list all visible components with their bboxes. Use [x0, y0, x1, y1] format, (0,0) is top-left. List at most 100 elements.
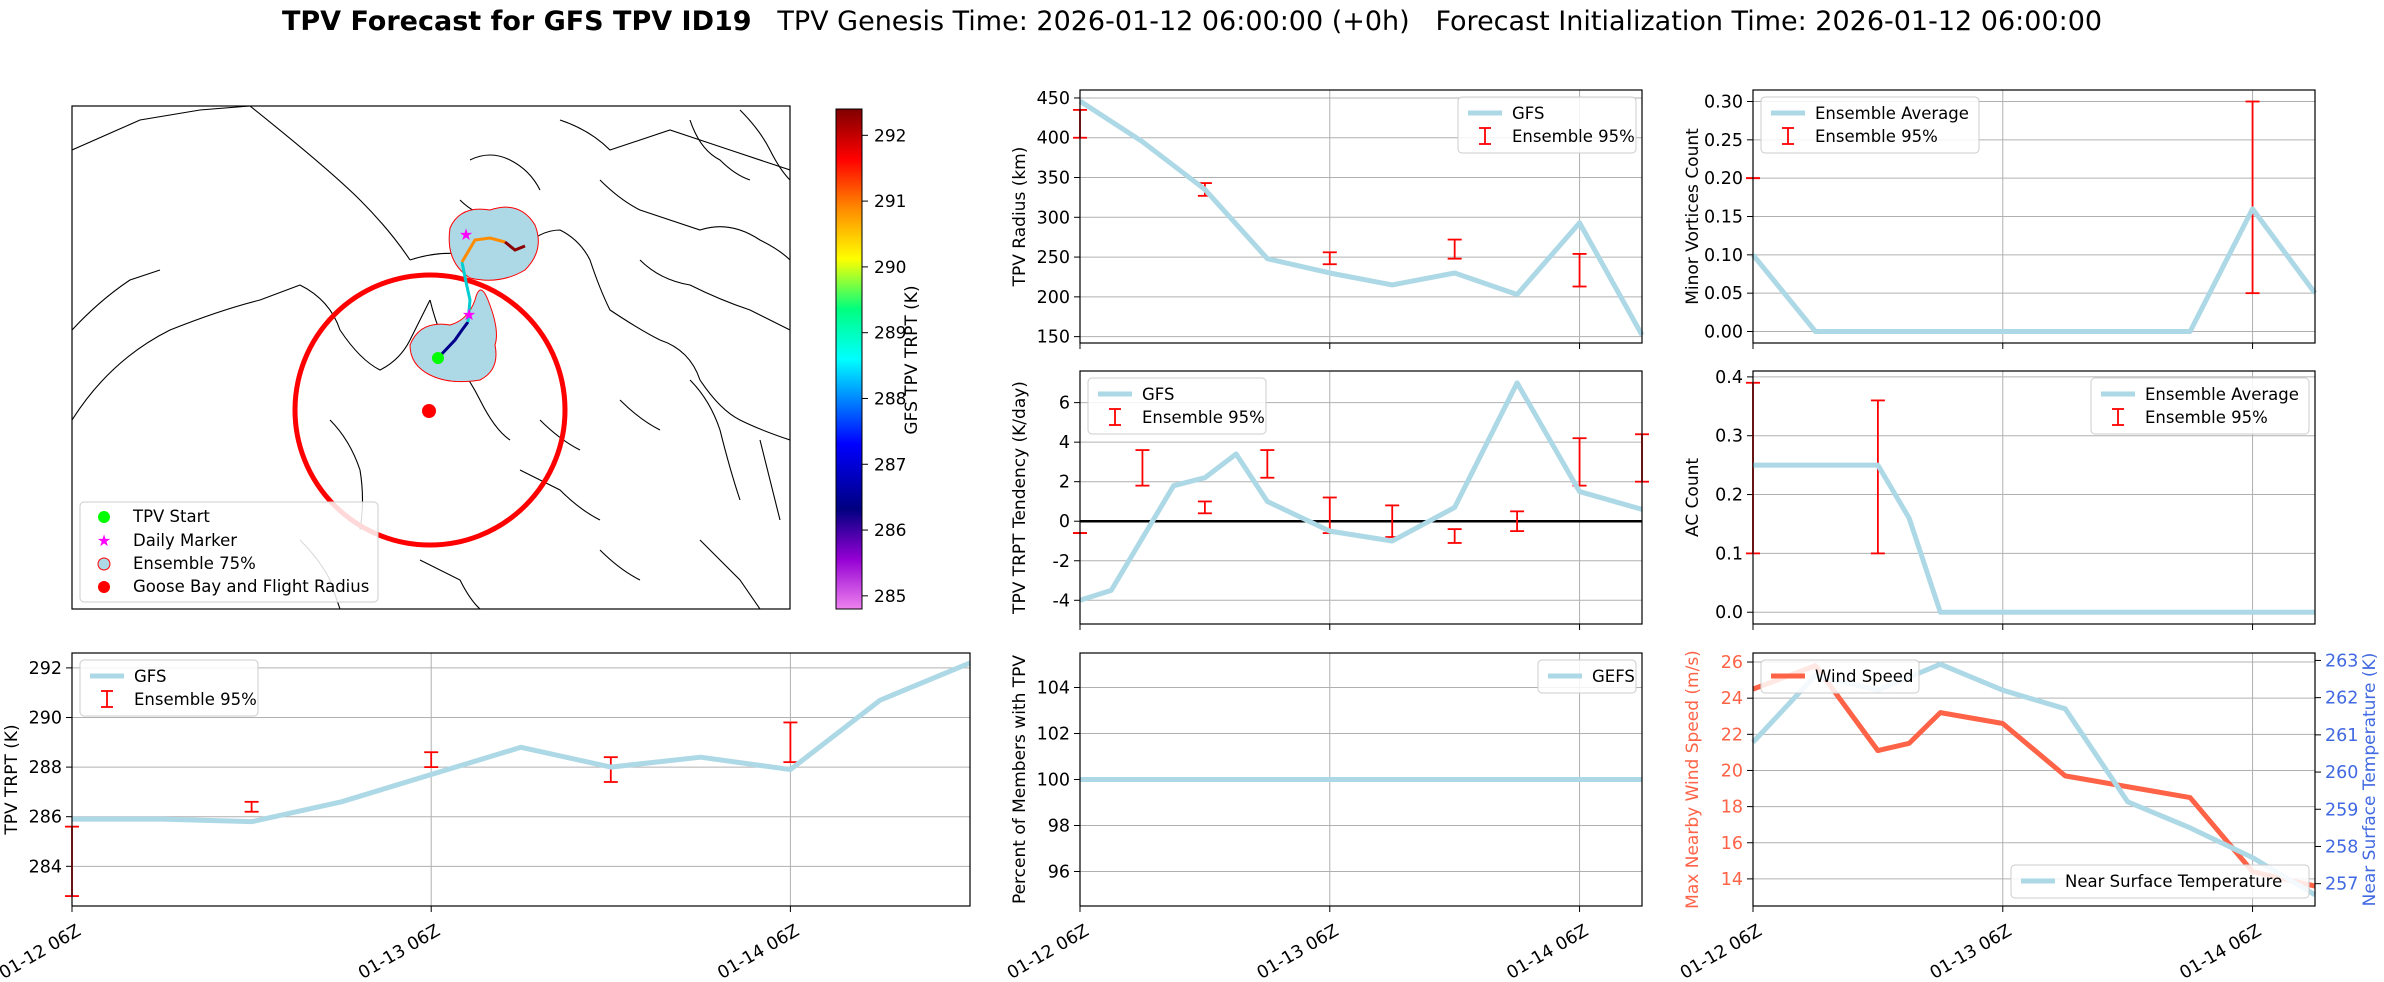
y-tick-label: 450 — [1037, 89, 1070, 109]
legend-daily-icon: ★ — [97, 531, 111, 550]
y-tick-label: -4 — [1053, 591, 1070, 611]
legend-box — [79, 659, 259, 717]
legend-label: Near Surface Temperature — [2065, 872, 2282, 891]
daily-marker-2: ★ — [459, 225, 473, 244]
chart-legend: GFS Ensemble 95% — [79, 659, 259, 717]
x-tick-label: 01-13 06Z — [1254, 921, 1343, 982]
chart-radius: 150 200 250 300 350 400 450 TPV Radius (km) GFS E… — [1010, 89, 1645, 349]
y-tick-label: 0.10 — [1704, 246, 1743, 266]
legend-label: Ensemble Average — [1815, 104, 1969, 123]
x-tick-label: 01-12 06Z — [1677, 921, 1766, 982]
x-tick-label: 01-13 06Z — [1927, 921, 2016, 982]
x-tick-label: 01-14 06Z — [2177, 921, 2266, 982]
y-tick-label: 18 — [1721, 798, 1743, 818]
y-tick-label: 350 — [1037, 169, 1070, 189]
y-axis-label: Max Nearby Wind Speed (m/s) — [1683, 650, 1703, 909]
y-tick-label: 104 — [1037, 679, 1070, 699]
y-tick-label: 0.05 — [1704, 284, 1743, 304]
chart-members: 96 98 100 102 104 01-12 06Z 01-13 06Z 01-14 06Z… — [1004, 652, 1643, 982]
y-tick-label: 292 — [29, 659, 62, 679]
y-tick-label: -2 — [1053, 552, 1070, 572]
y-tick-label: 0.3 — [1715, 427, 1743, 447]
chart-legend: GFS Ensemble 95% — [1457, 96, 1637, 154]
colorbar-tick-label: 285 — [874, 587, 906, 607]
y-tick-label: 100 — [1037, 771, 1070, 791]
flight-radius-circle — [292, 272, 568, 548]
y-tick-label: 286 — [29, 808, 62, 828]
colorbar-tick-label: 287 — [874, 455, 906, 475]
series-line-0 — [72, 660, 971, 825]
y-tick-label: 0.4 — [1715, 368, 1743, 388]
map-legend-box — [79, 501, 379, 603]
tpv-track-segment-1 — [436, 321, 470, 360]
colorbar: 285 286 287 288 289 290 291 292 GFS TPV TRPT (K… — [835, 108, 922, 610]
tpv-track-segment-4 — [504, 240, 526, 252]
chart-tendency: -4 -2 0 2 4 6 TPV TRPT Tendency (K/day) GFS Ense… — [1010, 370, 1649, 630]
y-tick-label: 288 — [29, 758, 62, 778]
plot-frame — [1752, 370, 2316, 625]
y-tick-label: 0.00 — [1704, 323, 1743, 343]
legend-box — [1760, 659, 1920, 694]
map-coastlines — [72, 106, 790, 609]
x-tick-label: 01-13 06Z — [355, 921, 444, 982]
legend-box — [1087, 377, 1267, 435]
figure-title: TPV Forecast for GFS TPV ID19 TPV Genesi… — [0, 6, 2384, 37]
legend-start-icon — [98, 511, 110, 523]
legend-label: Wind Speed — [1815, 667, 1913, 686]
legend-box — [2010, 864, 2310, 899]
daily-marker-1: ★ — [462, 305, 476, 324]
y-tick-label: 26 — [1721, 653, 1743, 673]
legend-box — [1457, 96, 1637, 154]
legend-label: GFS — [1142, 385, 1174, 404]
ensemble-75-region-south — [409, 289, 497, 383]
y-tick-label: 0.0 — [1715, 603, 1743, 623]
chart-legend: Ensemble Average Ensemble 95% — [2090, 377, 2310, 435]
colorbar-tick-label: 288 — [874, 389, 906, 409]
y-axis-label: Minor Vortices Count — [1683, 128, 1703, 305]
map-panel: ★ ★ TPV Start ★ Daily Marker Ensemble 75… — [71, 105, 922, 610]
y-right-tick-label: 260 — [2325, 763, 2358, 783]
colorbar-tick-label: 291 — [874, 192, 906, 212]
y-tick-label: 4 — [1059, 433, 1070, 453]
y-axis-label: TPV TRPT Tendency (K/day) — [1010, 381, 1030, 615]
legend-label: Ensemble Average — [2145, 385, 2299, 404]
legend-label: Ensemble 95% — [1142, 408, 1265, 427]
chart-trpt: 284 286 288 290 292 01-12 06Z 01-13 06Z 01-14 0… — [0, 652, 971, 982]
chart-wind_temp: 14 16 18 20 22 24 26 01-12 06Z 01-13 06Z 01-14 06… — [1677, 650, 2380, 982]
legend-goosebay-icon — [98, 581, 110, 593]
title-bold: TPV Forecast for GFS TPV ID19 — [281, 6, 752, 37]
y-right-tick-label: 261 — [2325, 726, 2358, 746]
tpv-track-segment-2 — [460, 261, 472, 323]
y-right-tick-label: 257 — [2325, 875, 2358, 895]
y-tick-label: 400 — [1037, 129, 1070, 149]
y-tick-label: 284 — [29, 857, 62, 877]
y-right-tick-label: 263 — [2325, 651, 2358, 671]
y-tick-label: 14 — [1721, 870, 1743, 890]
plot-frame — [71, 652, 971, 907]
y-tick-label: 0.15 — [1704, 208, 1743, 228]
legend-label: Ensemble 95% — [2145, 408, 2268, 427]
title-genesis-time: TPV Genesis Time: 2026-01-12 06:00:00 (+… — [777, 6, 1410, 37]
y-tick-label: 20 — [1721, 761, 1743, 781]
legend-box — [1537, 659, 1637, 694]
plot-frame — [1079, 652, 1643, 907]
y-right-tick-label: 258 — [2325, 837, 2358, 857]
legend-ensemble-icon — [97, 557, 111, 571]
legend-ensemble-label: Ensemble 75% — [133, 554, 256, 573]
chart-legend: GEFS — [1537, 659, 1637, 694]
x-tick-label: 01-12 06Z — [1004, 921, 1093, 982]
x-tick-label: 01-12 06Z — [0, 921, 85, 982]
y-tick-label: 96 — [1048, 863, 1070, 883]
chart-legend: Wind Speed — [1760, 659, 1920, 694]
colorbar-label: GFS TPV TRPT (K) — [902, 285, 922, 434]
series-line-0 — [1751, 206, 2318, 334]
legend-label: GEFS — [1592, 667, 1635, 686]
title-init-time: Forecast Initialization Time: 2026-01-12… — [1435, 6, 2103, 37]
colorbar-tick-label: 289 — [874, 324, 906, 344]
y-tick-label: 0.2 — [1715, 486, 1743, 506]
y-tick-label: 2 — [1059, 473, 1070, 493]
colorbar-tick-label: 290 — [874, 258, 906, 278]
colorbar-tick-label: 292 — [874, 126, 906, 146]
y-tick-label: 22 — [1721, 725, 1743, 745]
